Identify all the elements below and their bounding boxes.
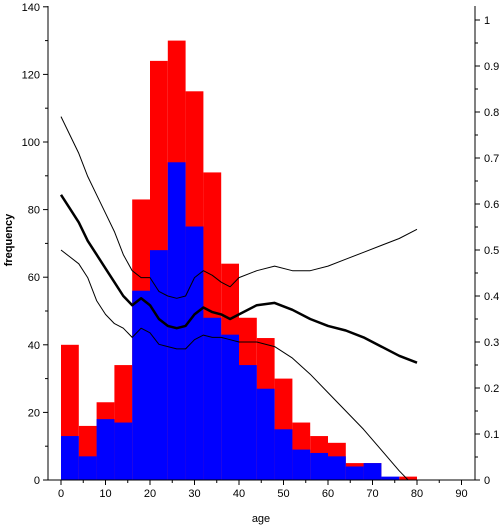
- x-tick-label-20: 20: [144, 488, 156, 500]
- bar-blue-bin-13: [292, 449, 311, 480]
- y-tick-label-60: 60: [28, 272, 40, 284]
- bar-red-bin-19: [399, 476, 417, 480]
- y2-tick-label-1: 1: [484, 15, 490, 27]
- bar-blue-bin-17: [363, 463, 382, 480]
- bar-blue-bin-6: [167, 162, 186, 480]
- y2-tick-label-0.1: 0.1: [484, 429, 499, 441]
- y2-tick-label-0.9: 0.9: [484, 61, 499, 73]
- density-curve-band-1: [60, 116, 418, 299]
- x-axis-title: age: [252, 513, 270, 525]
- bar-blue-bin-15: [328, 456, 346, 480]
- bar-blue-bin-1: [78, 456, 97, 480]
- x-tick-label-50: 50: [277, 488, 289, 500]
- y2-tick-label-0.3: 0.3: [484, 337, 499, 349]
- x-tick-label-60: 60: [322, 488, 334, 500]
- y2-tick-label-0.6: 0.6: [484, 199, 499, 211]
- y-tick-label-20: 20: [28, 407, 40, 419]
- y2-tick-label-0.4: 0.4: [484, 291, 499, 303]
- y-tick-label-40: 40: [28, 340, 40, 352]
- bar-blue-bin-2: [96, 419, 115, 480]
- axis-ticks: 0 10 20 30 40 50 60 70 80 90 0 20 40 60 80 100 120 140 0 0.…: [22, 2, 500, 500]
- y-tick-label-140: 140: [22, 2, 40, 14]
- x-tick-label-40: 40: [233, 488, 245, 500]
- bar-blue-bin-12: [274, 429, 293, 480]
- y2-tick-label-0: 0: [484, 475, 490, 487]
- y2-tick-label-0.7: 0.7: [484, 153, 499, 165]
- x-tick-label-90: 90: [455, 488, 467, 500]
- density-curve-main-0: [59, 194, 418, 364]
- y-tick-label-120: 120: [22, 69, 40, 81]
- bar-blue-bin-11: [256, 388, 275, 480]
- y-tick-label-80: 80: [28, 205, 40, 217]
- bar-blue-bin-18: [381, 476, 400, 480]
- x-tick-label-10: 10: [99, 488, 111, 500]
- x-tick-label-80: 80: [411, 488, 423, 500]
- y-axis-title: frequency: [3, 213, 15, 266]
- histogram-bars: [61, 40, 417, 481]
- bar-blue-bin-16: [345, 466, 364, 480]
- x-tick-label-30: 30: [188, 488, 200, 500]
- y-tick-label-0: 0: [34, 475, 40, 487]
- y-tick-label-100: 100: [22, 137, 40, 149]
- y2-tick-label-0.8: 0.8: [484, 107, 499, 119]
- y2-tick-label-0.2: 0.2: [484, 383, 499, 395]
- bar-blue-bin-0: [61, 436, 79, 480]
- bar-blue-bin-4: [132, 290, 150, 480]
- bar-blue-bin-8: [203, 317, 222, 480]
- bar-blue-bin-5: [150, 250, 168, 480]
- x-tick-label-70: 70: [366, 488, 378, 500]
- bar-blue-bin-3: [114, 422, 133, 480]
- bar-blue-bin-14: [310, 452, 328, 480]
- density-curves: [59, 116, 418, 481]
- y2-tick-label-0.5: 0.5: [484, 245, 499, 257]
- bar-blue-bin-7: [185, 226, 204, 480]
- bar-blue-bin-10: [239, 365, 257, 480]
- density-curve-band-2: [60, 249, 409, 481]
- bar-blue-bin-9: [221, 334, 239, 480]
- x-tick-label-0: 0: [58, 488, 64, 500]
